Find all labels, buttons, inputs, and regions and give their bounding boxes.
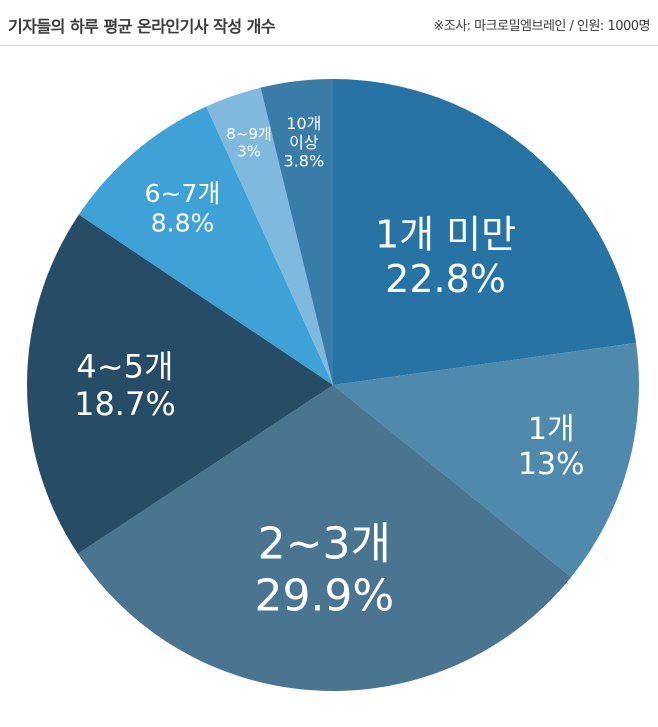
pie-slice xyxy=(26,214,333,554)
slice-category-label: 8~9개 xyxy=(226,125,271,143)
chart-title: 기자들의 하루 평균 온라인기사 작성 개수 xyxy=(8,17,276,36)
slice-category-label: 4~5개 xyxy=(76,347,173,385)
pie-slice xyxy=(77,385,572,692)
slice-category-label: 1개 xyxy=(528,412,575,447)
pie-slice xyxy=(260,79,333,385)
slice-value-label: 29.9% xyxy=(254,571,394,622)
slice-value-label: 18.7% xyxy=(74,385,176,423)
slice-category-label: 6~7개 xyxy=(145,179,221,208)
pie-slice xyxy=(206,87,333,385)
pie-slice xyxy=(333,342,639,578)
slice-category-label: 이상 xyxy=(289,133,319,152)
pie-slice xyxy=(78,106,334,386)
title-divider xyxy=(0,45,658,46)
slice-value-label: 3.8% xyxy=(284,152,325,171)
chart-source-note: ※조사: 마크로밀엠브레인 / 인원: 1000명 xyxy=(433,19,650,34)
slice-value-label: 13% xyxy=(518,447,585,482)
slice-value-label: 22.8% xyxy=(385,257,506,301)
slice-value-label: 3% xyxy=(237,142,261,160)
slice-category-label: 2~3개 xyxy=(258,519,391,570)
slice-category-label: 10개 xyxy=(286,114,321,133)
pie-slices xyxy=(26,79,639,692)
slice-value-label: 8.8% xyxy=(151,209,215,238)
pie-slice xyxy=(333,79,637,385)
slice-category-label: 1개 미만 xyxy=(375,212,516,256)
